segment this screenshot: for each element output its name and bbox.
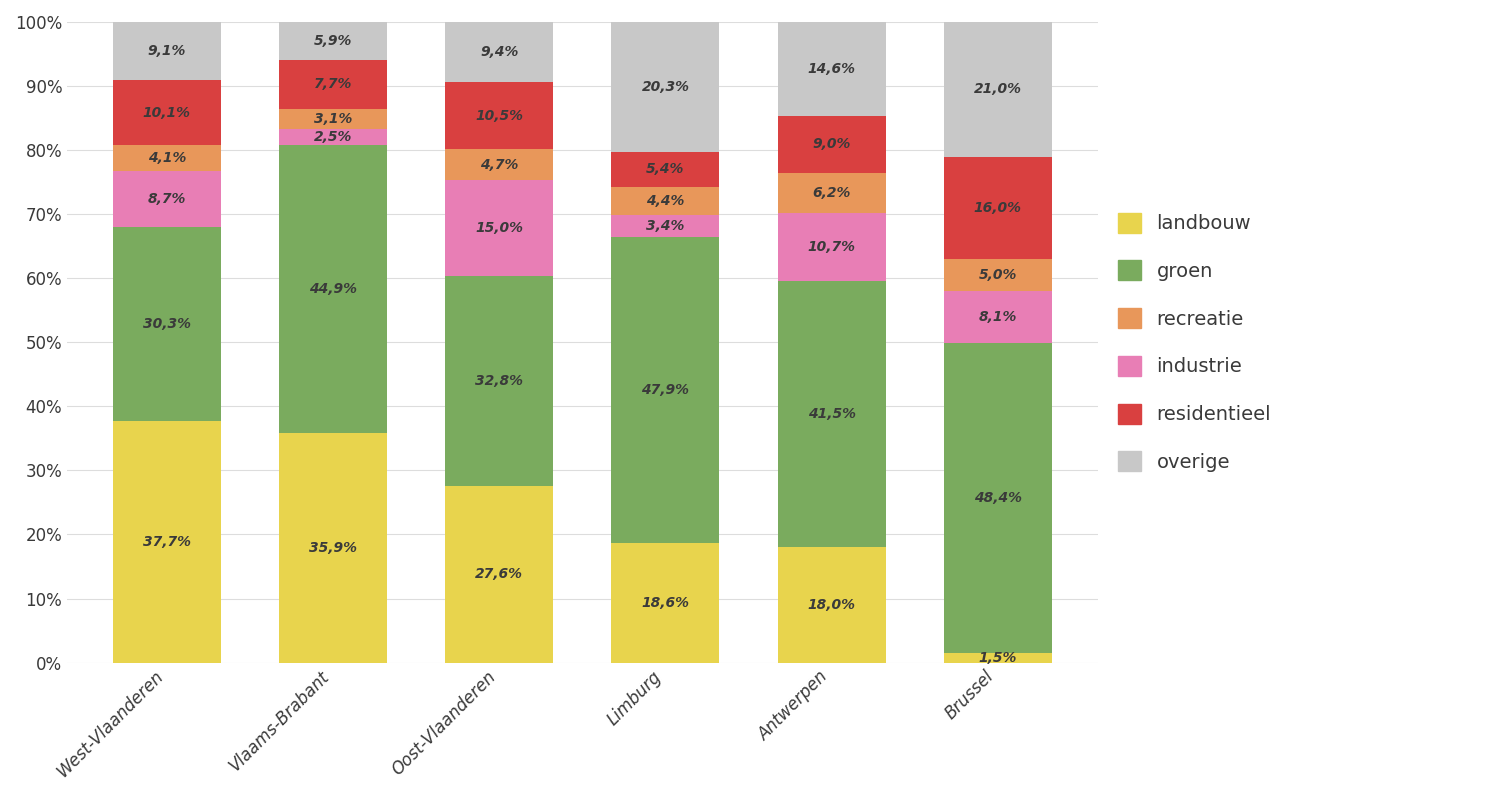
Bar bbox=[611, 215, 720, 236]
Bar bbox=[611, 544, 720, 662]
Text: 4,1%: 4,1% bbox=[148, 151, 186, 165]
Text: 6,2%: 6,2% bbox=[813, 186, 850, 200]
Bar bbox=[777, 174, 886, 213]
Bar bbox=[611, 236, 720, 544]
Bar bbox=[112, 171, 222, 227]
Bar bbox=[943, 653, 1052, 662]
Bar bbox=[278, 432, 388, 662]
Text: 3,1%: 3,1% bbox=[314, 112, 352, 126]
Text: 18,0%: 18,0% bbox=[808, 598, 856, 612]
Bar bbox=[943, 343, 1052, 653]
Bar bbox=[278, 22, 388, 60]
Bar bbox=[112, 22, 222, 80]
Text: 41,5%: 41,5% bbox=[808, 408, 856, 421]
Text: 5,9%: 5,9% bbox=[314, 34, 352, 48]
Text: 3,4%: 3,4% bbox=[647, 219, 684, 232]
Text: 10,7%: 10,7% bbox=[808, 240, 856, 254]
Text: 9,0%: 9,0% bbox=[813, 138, 850, 151]
Bar bbox=[112, 421, 222, 662]
Bar bbox=[445, 275, 554, 486]
Text: 44,9%: 44,9% bbox=[308, 282, 358, 296]
Text: 18,6%: 18,6% bbox=[641, 596, 690, 610]
Bar bbox=[445, 82, 554, 150]
Legend: landbouw, groen, recreatie, industrie, residentieel, overige: landbouw, groen, recreatie, industrie, r… bbox=[1118, 213, 1271, 472]
Bar bbox=[777, 548, 886, 662]
Text: 15,0%: 15,0% bbox=[475, 220, 524, 235]
Bar bbox=[943, 22, 1052, 157]
Text: 32,8%: 32,8% bbox=[475, 373, 524, 388]
Bar bbox=[445, 180, 554, 275]
Bar bbox=[445, 150, 554, 180]
Text: 48,4%: 48,4% bbox=[975, 491, 1022, 505]
Text: 8,1%: 8,1% bbox=[979, 310, 1016, 324]
Text: 1,5%: 1,5% bbox=[979, 651, 1016, 665]
Bar bbox=[278, 109, 388, 129]
Bar bbox=[611, 22, 720, 152]
Text: 35,9%: 35,9% bbox=[308, 540, 358, 555]
Text: 27,6%: 27,6% bbox=[475, 568, 524, 581]
Bar bbox=[943, 291, 1052, 343]
Text: 30,3%: 30,3% bbox=[142, 317, 190, 331]
Bar bbox=[777, 22, 886, 115]
Bar bbox=[278, 145, 388, 432]
Bar bbox=[777, 282, 886, 548]
Bar bbox=[611, 186, 720, 215]
Bar bbox=[278, 60, 388, 109]
Text: 5,4%: 5,4% bbox=[647, 162, 684, 177]
Text: 4,7%: 4,7% bbox=[481, 158, 518, 171]
Text: 2,5%: 2,5% bbox=[314, 130, 352, 144]
Text: 20,3%: 20,3% bbox=[641, 80, 690, 94]
Text: 21,0%: 21,0% bbox=[975, 82, 1022, 96]
Text: 9,1%: 9,1% bbox=[148, 44, 186, 58]
Bar bbox=[611, 152, 720, 186]
Text: 4,4%: 4,4% bbox=[647, 193, 684, 208]
Text: 37,7%: 37,7% bbox=[142, 535, 190, 548]
Bar bbox=[777, 115, 886, 174]
Text: 7,7%: 7,7% bbox=[314, 77, 352, 92]
Bar bbox=[278, 129, 388, 145]
Text: 9,4%: 9,4% bbox=[481, 45, 518, 59]
Text: 5,0%: 5,0% bbox=[979, 268, 1016, 282]
Text: 10,1%: 10,1% bbox=[142, 106, 190, 119]
Bar bbox=[943, 259, 1052, 291]
Bar bbox=[112, 227, 222, 421]
Text: 10,5%: 10,5% bbox=[475, 109, 524, 123]
Bar bbox=[777, 213, 886, 282]
Bar bbox=[445, 22, 554, 82]
Bar bbox=[112, 145, 222, 171]
Bar bbox=[445, 486, 554, 662]
Bar bbox=[943, 157, 1052, 259]
Text: 8,7%: 8,7% bbox=[148, 192, 186, 206]
Text: 47,9%: 47,9% bbox=[641, 383, 690, 397]
Bar bbox=[112, 80, 222, 145]
Text: 16,0%: 16,0% bbox=[975, 201, 1022, 215]
Text: 14,6%: 14,6% bbox=[808, 62, 856, 76]
